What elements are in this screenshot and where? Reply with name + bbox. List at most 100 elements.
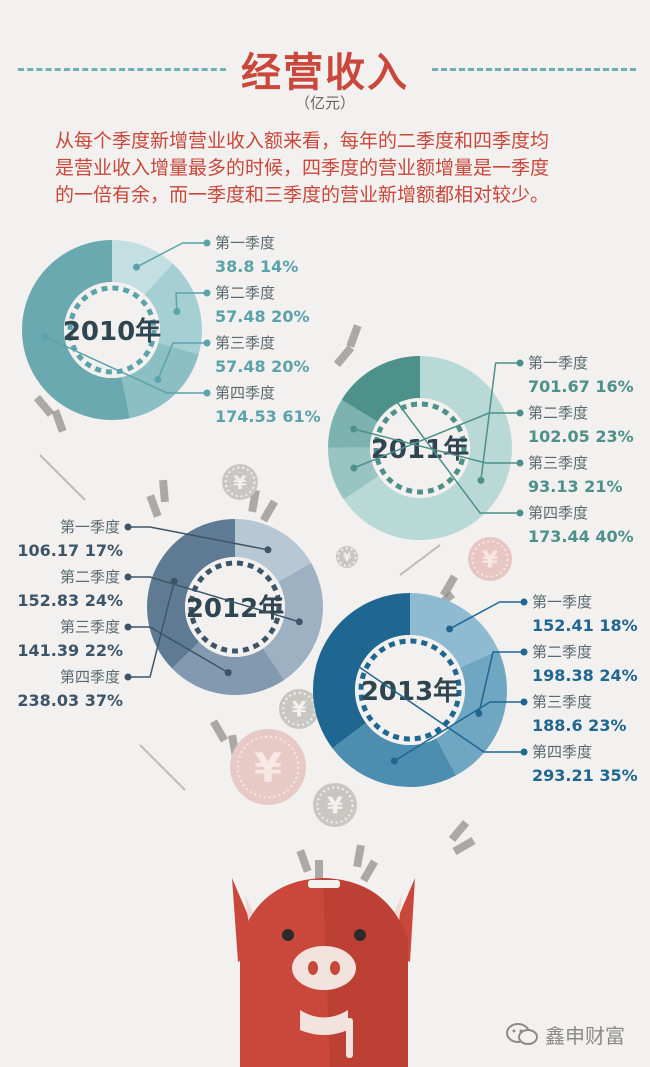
coin-rim	[236, 735, 300, 799]
page-title: 经营收入	[241, 50, 409, 96]
quarter-value: 93.13 21%	[528, 477, 622, 496]
quarter-label: 第三季度	[60, 618, 120, 636]
donut-hole	[370, 398, 470, 498]
leader-dot	[520, 598, 528, 606]
leader-line	[44, 336, 207, 394]
donut-hole	[355, 635, 465, 745]
pig-snout	[292, 946, 356, 990]
year-label: 2010年	[63, 316, 161, 347]
quarter-value: 188.6 23%	[532, 716, 626, 735]
leader-line	[344, 656, 524, 753]
pie-slice	[343, 356, 512, 540]
coin-body	[222, 464, 258, 500]
quarter-label: 第三季度	[215, 334, 275, 352]
intro-line: 是营业收入增量最多的时候，四季度的营业额增量是一季度	[55, 157, 550, 179]
coin-rim	[337, 547, 357, 567]
burst-mark	[315, 860, 323, 882]
coin-icon: ¥	[313, 783, 357, 827]
leader-dot	[224, 669, 232, 677]
quarter-value: 293.21 35%	[532, 766, 638, 785]
coin-body	[279, 689, 319, 729]
pig-mouth	[300, 1010, 348, 1035]
leader-dot	[170, 577, 178, 585]
yen-symbol: ¥	[254, 745, 282, 791]
leader-line	[136, 242, 207, 268]
year-label: 2012年	[186, 593, 284, 624]
quarter-value: 106.17 17%	[17, 541, 123, 560]
coin-body	[468, 537, 512, 581]
leader-line	[128, 581, 175, 678]
speed-line	[399, 544, 441, 576]
pie-slice	[21, 240, 130, 420]
title-divider-left	[18, 68, 226, 71]
coin-body	[313, 783, 357, 827]
pig-drool	[346, 1018, 353, 1058]
leader-dot	[520, 648, 528, 656]
quarter-label: 第四季度	[60, 668, 120, 686]
leader-dot	[350, 464, 358, 472]
quarter-label: 第二季度	[532, 643, 592, 661]
coin-slot	[308, 880, 340, 888]
leader-dot	[475, 709, 483, 717]
burst-mark	[159, 479, 169, 503]
pie-slice	[332, 722, 457, 788]
coin-icon: ¥	[468, 537, 512, 581]
dashed-ring	[188, 560, 282, 654]
leader-line	[128, 526, 269, 551]
quarter-value: 173.44 40%	[528, 527, 634, 546]
quarter-value: 141.39 22%	[17, 641, 123, 660]
yen-symbol: ¥	[343, 550, 351, 564]
pie-slice	[171, 641, 285, 695]
pie-slice	[144, 263, 202, 355]
donut-hole	[64, 282, 160, 378]
watermark-text: 鑫申财富	[545, 1024, 625, 1048]
quarter-value: 57.48 20%	[215, 357, 309, 376]
burst-mark	[452, 837, 476, 855]
quarter-value: 238.03 37%	[17, 691, 123, 710]
quarter-value: 38.8 14%	[215, 257, 298, 276]
quarter-label: 第四季度	[215, 384, 275, 402]
donut-chart-1: 2010年 第一季度 38.8 14% 第二季度 57.48 20% 第三季度 57.48 …	[21, 234, 321, 426]
pie-slice	[262, 562, 323, 680]
coin-rim	[224, 466, 256, 498]
donut-chart-3: 2012年 第一季度 106.17 17% 第二季度 152.83 24% 第三季度 141…	[17, 518, 323, 710]
burst-mark	[210, 719, 228, 743]
leader-line	[449, 601, 524, 630]
quarter-label: 第二季度	[528, 404, 588, 422]
dashed-ring	[358, 638, 462, 742]
quarter-value: 152.41 18%	[532, 616, 638, 635]
leader-dot	[203, 339, 211, 347]
coin-rim	[471, 540, 509, 578]
burst-mark	[296, 849, 312, 873]
leader-line	[157, 342, 207, 380]
leader-dot	[295, 618, 303, 626]
quarter-label: 第二季度	[215, 284, 275, 302]
quarter-value: 701.67 16%	[528, 377, 634, 396]
coin-icon: ¥	[230, 729, 306, 805]
pie-slice	[327, 447, 379, 500]
pie-slice	[312, 593, 410, 749]
leader-dot	[173, 307, 181, 315]
leader-line	[353, 412, 520, 469]
yen-symbol: ¥	[292, 698, 307, 722]
dashed-ring	[373, 401, 467, 495]
yen-symbol: ¥	[233, 472, 246, 494]
leader-dot	[124, 573, 132, 581]
leader-dot	[350, 425, 358, 433]
quarter-value: 174.53 61%	[215, 407, 321, 426]
leader-line	[385, 387, 520, 514]
speed-line	[39, 454, 86, 501]
pie-slice	[235, 519, 312, 582]
burst-mark	[33, 395, 55, 417]
pie-slice	[112, 240, 173, 295]
burst-mark	[51, 409, 67, 433]
intro-text: 从每个季度新增营业收入额来看，每年的二季度和四季度均 是营业收入增量最多的时候，…	[55, 128, 615, 209]
pie-slice	[410, 593, 499, 668]
quarter-label: 第一季度	[532, 593, 592, 611]
leader-dot	[477, 476, 485, 484]
burst-mark	[360, 859, 378, 883]
leader-dot	[516, 409, 524, 417]
pie-slice	[341, 356, 420, 422]
